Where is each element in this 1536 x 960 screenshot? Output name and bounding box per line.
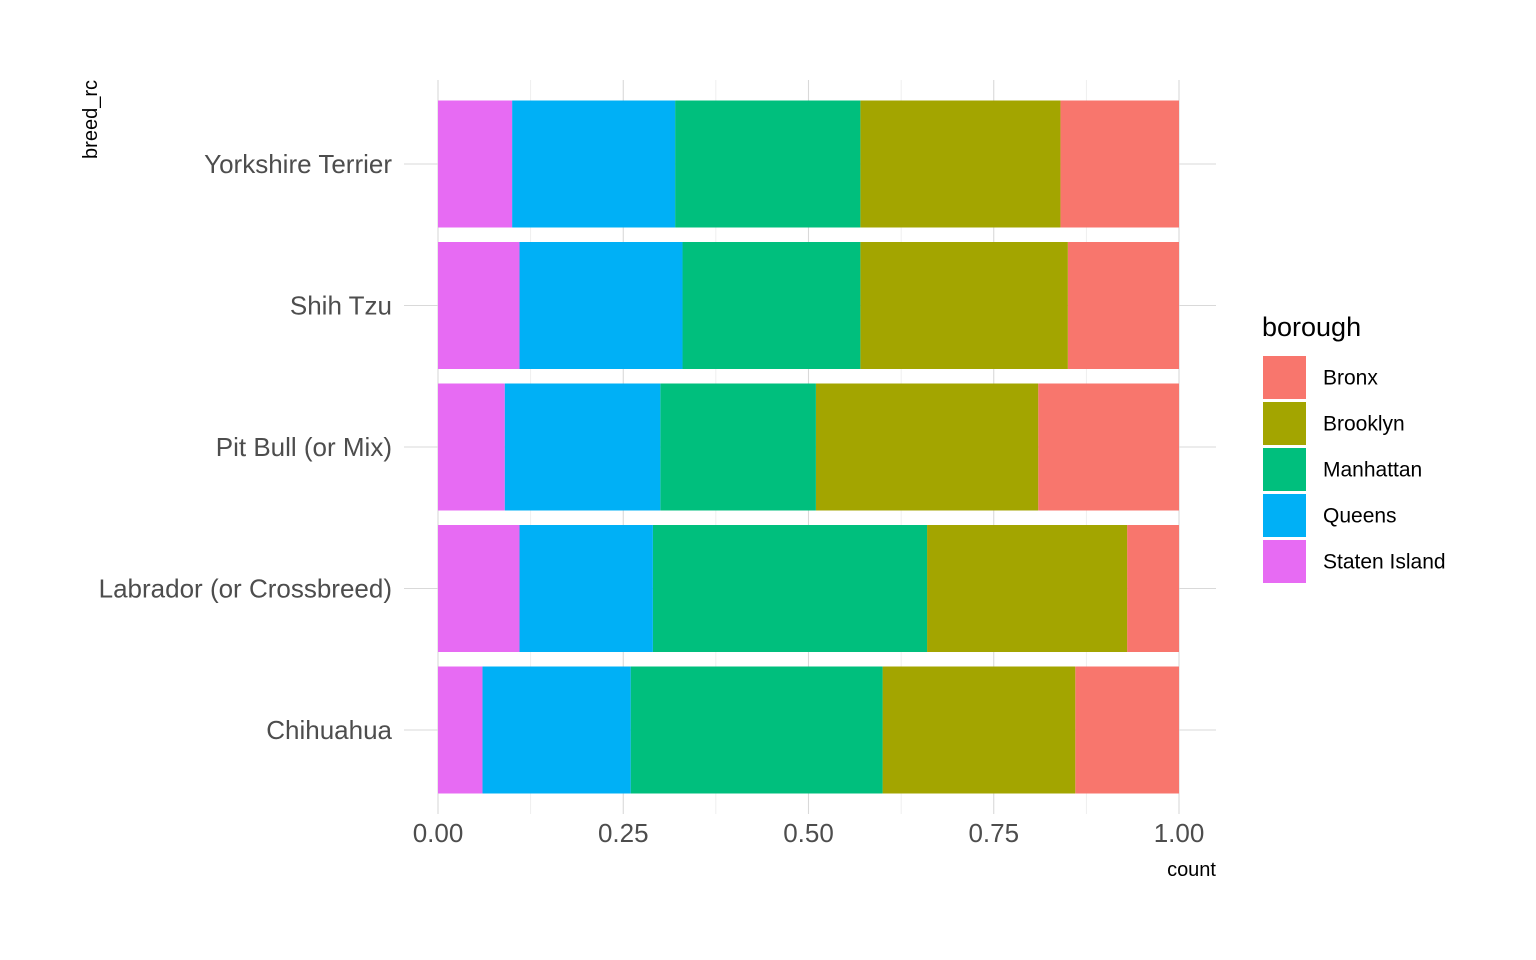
bar-segment xyxy=(660,383,816,511)
legend-swatch xyxy=(1263,540,1306,583)
bar-segment xyxy=(482,666,631,794)
legend-label: Bronx xyxy=(1323,367,1378,390)
legend-items: Bronx Brooklyn Manhattan Queens Staten Islan… xyxy=(1263,356,1446,583)
bar-segment xyxy=(630,666,883,794)
legend-label: Queens xyxy=(1323,505,1397,528)
legend-swatch xyxy=(1263,494,1306,537)
y-tick-label: Chihuahua xyxy=(266,715,392,745)
bar-segment xyxy=(1038,383,1179,511)
y-tick-label: Pit Bull (or Mix) xyxy=(216,432,392,462)
legend-label: Staten Island xyxy=(1323,551,1446,574)
x-tick-label: 0.50 xyxy=(783,818,834,848)
legend-label: Brooklyn xyxy=(1323,413,1405,436)
bar-segment xyxy=(927,525,1128,652)
bar-segment xyxy=(882,666,1076,794)
legend-swatch xyxy=(1263,402,1306,445)
bar-segment xyxy=(438,525,520,652)
x-axis-tick-labels: 0.00 0.25 0.50 0.75 1.00 xyxy=(413,818,1205,848)
x-tick-label: 1.00 xyxy=(1154,818,1205,848)
x-tick-label: 0.75 xyxy=(968,818,1019,848)
y-axis-tick-labels: Chihuahua Labrador (or Crossbreed) Pit Bul… xyxy=(99,149,393,745)
bar-segment xyxy=(1127,525,1179,652)
y-tick-label: Labrador (or Crossbreed) xyxy=(99,574,392,604)
bar-segment xyxy=(438,100,513,228)
bar-segments xyxy=(438,100,1179,794)
bar-segment xyxy=(1067,242,1179,369)
bar-segment xyxy=(682,242,861,369)
bar-segment xyxy=(512,100,676,228)
y-tick-label: Shih Tzu xyxy=(290,291,392,321)
bar-segment xyxy=(519,525,653,652)
legend-title: borough xyxy=(1262,312,1361,342)
bar-segment xyxy=(860,100,1061,228)
bar-segment xyxy=(1060,100,1179,228)
bar-segment xyxy=(1075,666,1179,794)
x-axis-title: count xyxy=(1167,859,1216,881)
bar-segment xyxy=(438,242,520,369)
bar-segment xyxy=(504,383,661,511)
bar-segment xyxy=(652,525,928,652)
legend: borough Bronx Brooklyn Manhattan Queens Stat… xyxy=(1262,312,1446,583)
y-tick-label: Yorkshire Terrier xyxy=(204,149,392,179)
legend-label: Manhattan xyxy=(1323,459,1422,482)
bar-segment xyxy=(519,242,683,369)
y-axis-title: breed_rc xyxy=(80,80,102,159)
legend-swatch xyxy=(1263,448,1306,491)
legend-swatch xyxy=(1263,356,1306,399)
bar-segment xyxy=(438,383,505,511)
bar-segment xyxy=(860,242,1068,369)
x-tick-label: 0.25 xyxy=(598,818,649,848)
bar-segment xyxy=(815,383,1039,511)
bar-segment xyxy=(675,100,861,228)
x-tick-label: 0.00 xyxy=(413,818,464,848)
bar-segment xyxy=(438,666,483,794)
